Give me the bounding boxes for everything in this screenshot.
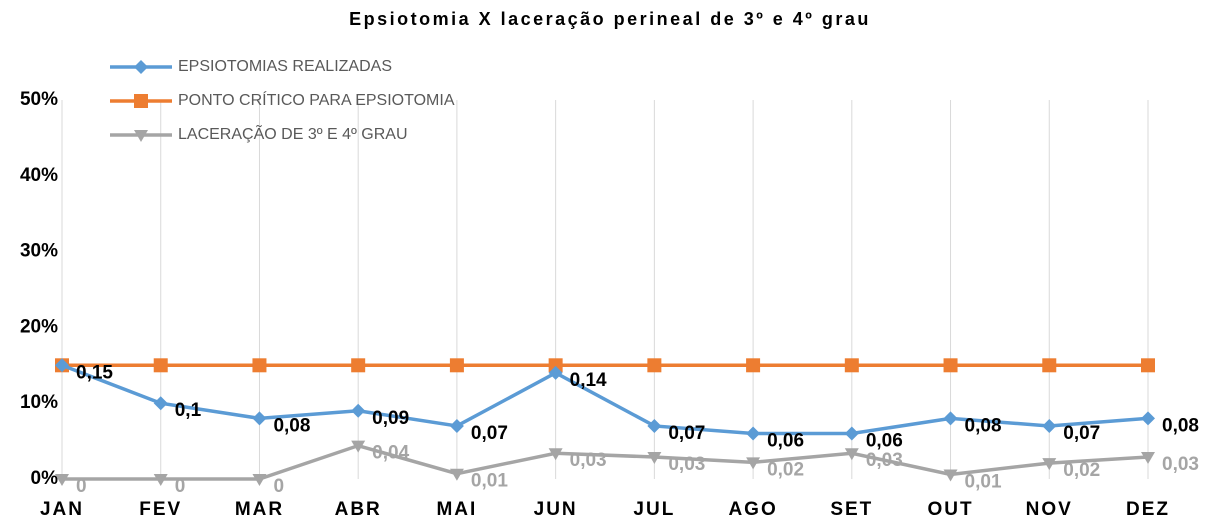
data-label: 0: [273, 476, 284, 497]
marker: [1141, 358, 1155, 373]
x-tick-label: FEV: [139, 499, 182, 520]
y-tick-label: 50%: [20, 89, 58, 110]
data-label: 0,03: [570, 450, 607, 471]
marker: [351, 358, 366, 373]
marker: [1042, 358, 1057, 373]
data-label: 0,01: [471, 471, 508, 492]
marker: [746, 457, 761, 470]
marker: [844, 426, 859, 441]
marker: [943, 469, 958, 482]
data-label: 0: [175, 476, 186, 497]
marker: [844, 358, 859, 373]
data-label: 0,04: [372, 443, 409, 464]
marker: [548, 448, 563, 461]
marker: [548, 358, 563, 373]
legend-label: LACERAÇÃO DE 3º E 4º GRAU: [178, 123, 408, 143]
marker: [449, 358, 464, 373]
legend-label: PONTO CRÍTICO PARA EPSIOTOMIA: [178, 90, 455, 109]
marker: [55, 474, 69, 486]
data-label: 0,09: [372, 408, 409, 429]
marker: [351, 440, 366, 453]
y-tick-label: 30%: [20, 241, 58, 262]
data-label: 0,08: [1162, 415, 1199, 436]
marker: [153, 474, 168, 486]
data-label: 0: [76, 476, 87, 497]
marker: [746, 358, 761, 373]
data-label: 0,15: [76, 362, 113, 383]
y-tick-label: 0%: [31, 468, 59, 489]
data-label: 0,08: [273, 415, 310, 436]
marker: [252, 474, 267, 486]
marker: [943, 411, 958, 426]
marker: [153, 396, 168, 411]
x-tick-label: SET: [830, 499, 873, 520]
x-tick-label: JUL: [633, 499, 675, 520]
x-tick-label: JAN: [40, 499, 84, 520]
x-tick-label: ABR: [335, 499, 382, 520]
x-tick-label: DEZ: [1126, 499, 1170, 520]
marker: [55, 358, 69, 373]
marker: [153, 358, 168, 373]
data-label: 0,03: [668, 454, 705, 475]
marker: [252, 358, 267, 373]
x-tick-label: MAI: [436, 499, 477, 520]
series-line: [61, 363, 1149, 436]
data-label: 0,06: [866, 431, 903, 452]
marker: [647, 358, 662, 373]
data-label: 0,03: [1162, 454, 1199, 475]
data-label: 0,07: [668, 423, 705, 444]
x-tick-label: MAR: [235, 499, 284, 520]
data-label: 0,08: [965, 415, 1002, 436]
y-tick-label: 20%: [20, 316, 58, 337]
marker: [943, 358, 958, 373]
x-tick-label: NOV: [1026, 499, 1073, 520]
data-label: 0,02: [767, 459, 804, 480]
marker: [351, 403, 366, 418]
marker: [1042, 418, 1057, 433]
data-label: 0,01: [965, 471, 1002, 492]
legend-label: EPSIOTOMIAS REALIZADAS: [178, 58, 392, 75]
chart-title: Epsiotomia X laceração perineal de 3º e …: [349, 9, 871, 29]
marker: [1141, 411, 1155, 426]
marker: [548, 365, 563, 380]
data-label: 0,06: [767, 431, 804, 452]
x-tick-label: JUN: [534, 499, 578, 520]
marker: [1141, 452, 1155, 465]
marker: [134, 94, 148, 108]
data-label: 0,02: [1063, 460, 1100, 481]
x-tick-label: AGO: [728, 499, 777, 520]
marker: [647, 418, 662, 433]
series-line: [62, 443, 1149, 481]
data-label: 0,14: [570, 370, 607, 391]
y-tick-label: 40%: [20, 165, 58, 186]
marker: [746, 426, 761, 441]
marker: [134, 130, 148, 142]
data-label: 0,1: [175, 400, 202, 421]
marker: [844, 448, 859, 461]
marker: [449, 418, 464, 433]
data-label: 0,07: [1063, 423, 1100, 444]
marker: [647, 452, 662, 465]
marker: [252, 411, 267, 426]
data-label: 0,03: [866, 450, 903, 471]
marker: [1042, 458, 1057, 471]
data-label: 0,07: [471, 423, 508, 444]
y-tick-label: 10%: [20, 392, 58, 413]
marker: [449, 468, 464, 481]
x-tick-label: OUT: [927, 499, 973, 520]
marker: [134, 60, 148, 74]
